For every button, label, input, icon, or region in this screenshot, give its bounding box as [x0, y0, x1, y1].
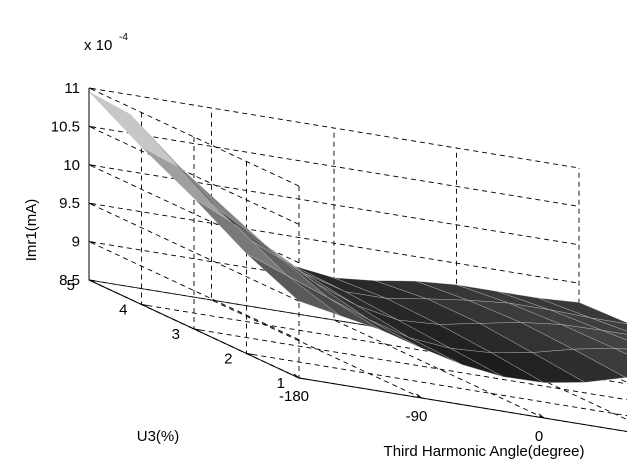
y-tick-label: 4: [119, 302, 127, 319]
z-tick-mark: [88, 125, 96, 128]
z-axis-label: Imr1(mA): [23, 199, 40, 262]
z-exponent-base: x 10: [84, 37, 112, 54]
grid-line: [88, 87, 580, 187]
x-tick-label: 0: [535, 428, 543, 445]
x-tick-label: -180: [279, 388, 309, 405]
surface-facet: [193, 198, 288, 276]
y-tick-mark: [141, 304, 148, 306]
grid-line: [88, 125, 580, 225]
surface-facet: [490, 352, 586, 383]
y-axis-label: U3(%): [137, 428, 180, 445]
grid-line: [88, 164, 580, 264]
y-tick-mark: [193, 328, 201, 331]
z-tick-label: 10: [63, 157, 80, 174]
x-tick-label: -90: [406, 408, 428, 425]
z-tick-mark: [88, 202, 96, 205]
z-tick-mark: [88, 164, 96, 167]
z-tick-label: 8.5: [59, 272, 80, 289]
x-tick-mark: [293, 373, 300, 379]
surface-facet: [88, 91, 183, 170]
surface-facet: [602, 330, 627, 341]
surface-facet: [590, 317, 627, 332]
y-tick-mark: [298, 377, 306, 380]
y-tick-label: 1: [277, 375, 285, 392]
x-tick-mark: [416, 393, 422, 399]
y-tick-label: 5: [67, 277, 75, 294]
z-tick-label: 11: [64, 80, 80, 97]
surface-facet: [129, 113, 224, 207]
y-tick-label: 2: [224, 351, 232, 368]
grid-layer: [88, 87, 627, 433]
y-tick-label: 3: [172, 326, 180, 343]
x-axis-label: Third Harmonic Angle(degree): [384, 443, 585, 460]
z-tick-label: 9: [72, 234, 80, 251]
z-exponent-power: -4: [119, 32, 128, 43]
z-tick-mark: [88, 241, 96, 244]
surface-layer: [88, 91, 627, 383]
y-tick-mark: [246, 353, 253, 355]
y-tick-mark: [88, 279, 96, 282]
x-tick-mark: [538, 413, 545, 419]
surface-facet: [234, 224, 329, 298]
z-tick-label: 9.5: [59, 195, 80, 212]
grid-line: [88, 202, 580, 302]
z-tick-mark: [88, 87, 96, 90]
z-tick-label: 10.5: [51, 118, 80, 135]
axis-layer: [88, 87, 627, 433]
